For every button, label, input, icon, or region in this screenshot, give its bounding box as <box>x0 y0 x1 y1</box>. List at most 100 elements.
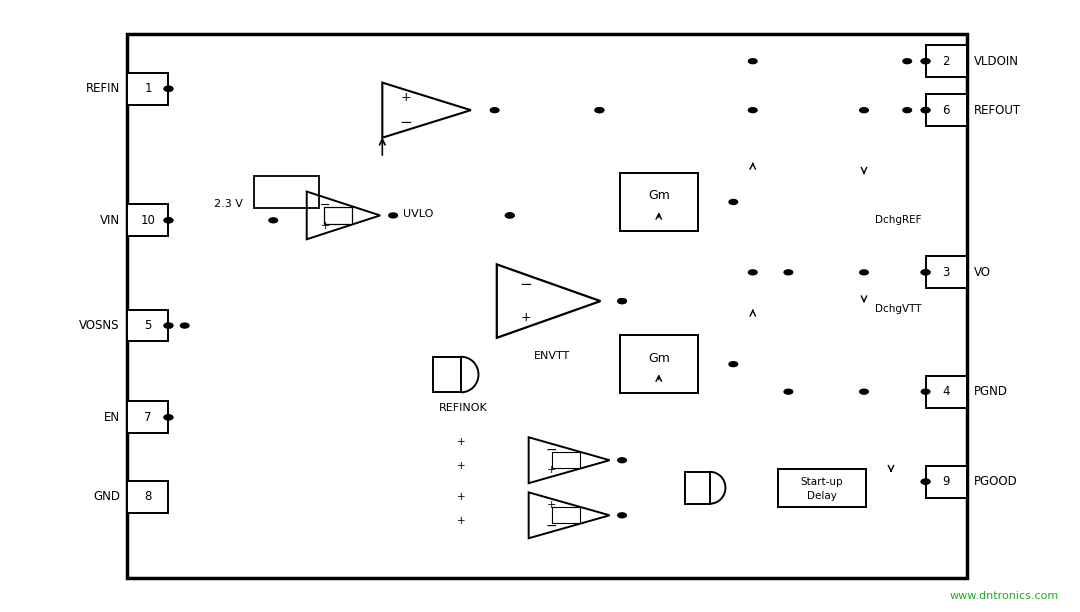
Circle shape <box>164 323 173 328</box>
Circle shape <box>921 59 930 64</box>
Bar <box>127 204 168 236</box>
Text: +: + <box>321 221 329 231</box>
Circle shape <box>729 200 738 204</box>
Circle shape <box>180 323 189 328</box>
Bar <box>778 469 866 507</box>
Circle shape <box>729 362 738 367</box>
Circle shape <box>164 218 173 223</box>
Circle shape <box>860 389 868 394</box>
Text: VLDOIN: VLDOIN <box>974 54 1020 68</box>
Bar <box>926 45 967 77</box>
Text: EN: EN <box>104 411 120 424</box>
Text: VOSNS: VOSNS <box>79 319 120 332</box>
Circle shape <box>921 270 930 275</box>
Circle shape <box>164 323 173 328</box>
Circle shape <box>618 513 626 518</box>
Text: −: − <box>320 198 330 211</box>
Circle shape <box>164 415 173 420</box>
Text: +: + <box>457 461 465 471</box>
Text: REFIN: REFIN <box>85 82 120 95</box>
Text: 2: 2 <box>943 54 949 68</box>
Bar <box>926 94 967 126</box>
Text: 1: 1 <box>145 82 151 95</box>
Bar <box>926 466 967 498</box>
Bar <box>254 176 319 208</box>
Text: PGOOD: PGOOD <box>974 475 1018 488</box>
Circle shape <box>748 59 757 64</box>
Bar <box>127 73 168 105</box>
Circle shape <box>903 59 912 64</box>
Bar <box>620 173 698 231</box>
Text: Start-up: Start-up <box>800 477 843 487</box>
Text: 9: 9 <box>943 475 949 488</box>
Bar <box>685 472 710 504</box>
Bar <box>926 256 967 288</box>
Text: −: − <box>519 277 532 293</box>
Text: PGND: PGND <box>974 385 1008 398</box>
Circle shape <box>860 270 868 275</box>
Text: 2.3 V: 2.3 V <box>214 200 243 209</box>
Text: 10: 10 <box>140 214 156 227</box>
Bar <box>552 452 580 468</box>
Circle shape <box>921 108 930 113</box>
Bar <box>127 34 967 578</box>
Circle shape <box>921 479 930 484</box>
Circle shape <box>595 108 604 113</box>
Circle shape <box>921 270 930 275</box>
Text: UVLO: UVLO <box>403 209 433 219</box>
Bar <box>127 481 168 513</box>
Bar <box>127 401 168 433</box>
Circle shape <box>505 213 514 218</box>
Text: DchgREF: DchgREF <box>875 215 921 225</box>
Text: +: + <box>401 91 411 104</box>
Circle shape <box>784 389 793 394</box>
Circle shape <box>505 213 514 218</box>
Circle shape <box>618 458 626 463</box>
Text: 5: 5 <box>145 319 151 332</box>
Circle shape <box>490 108 499 113</box>
Text: +: + <box>546 465 556 476</box>
Text: +: + <box>457 517 465 526</box>
Circle shape <box>921 59 930 64</box>
Text: 6: 6 <box>943 103 949 117</box>
Bar <box>127 310 168 341</box>
Text: 8: 8 <box>145 490 151 504</box>
Circle shape <box>903 108 912 113</box>
Text: +: + <box>457 492 465 502</box>
Circle shape <box>748 270 757 275</box>
Text: ENVTT: ENVTT <box>534 351 570 361</box>
Circle shape <box>164 86 173 91</box>
Circle shape <box>921 479 930 484</box>
Text: 3: 3 <box>943 266 949 279</box>
Text: VO: VO <box>974 266 991 279</box>
Text: 7: 7 <box>145 411 151 424</box>
Bar <box>552 507 580 523</box>
Bar <box>433 357 461 392</box>
Text: −: − <box>545 443 557 457</box>
Bar <box>620 335 698 393</box>
Text: Gm: Gm <box>648 189 670 203</box>
Text: Delay: Delay <box>807 491 837 501</box>
Circle shape <box>164 86 173 91</box>
Circle shape <box>269 218 278 223</box>
Text: 4: 4 <box>943 385 949 398</box>
Text: REFOUT: REFOUT <box>974 103 1022 117</box>
Text: Gm: Gm <box>648 351 670 365</box>
Text: DchgVTT: DchgVTT <box>875 304 921 314</box>
Text: GND: GND <box>93 490 120 504</box>
Text: www.dntronics.com: www.dntronics.com <box>949 591 1058 601</box>
Circle shape <box>784 270 793 275</box>
Text: REFINOK: REFINOK <box>438 403 487 412</box>
Circle shape <box>595 108 604 113</box>
Circle shape <box>921 389 930 394</box>
Text: +: + <box>546 500 556 510</box>
Circle shape <box>860 108 868 113</box>
Circle shape <box>389 213 397 218</box>
Text: +: + <box>457 437 465 447</box>
Circle shape <box>164 218 173 223</box>
Bar <box>926 376 967 408</box>
Text: VIN: VIN <box>99 214 120 227</box>
Circle shape <box>921 108 930 113</box>
Text: −: − <box>545 518 557 532</box>
Bar <box>324 207 352 224</box>
